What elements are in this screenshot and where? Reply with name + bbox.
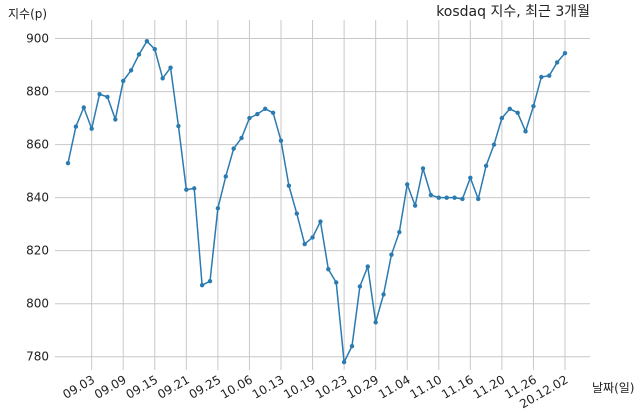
y-tick-label: 880 [26,85,49,99]
point [318,219,323,224]
x-tick-label: 10.29 [344,372,381,401]
point [231,146,236,151]
point [97,92,102,97]
point [365,264,370,269]
point [270,110,276,116]
point [476,196,481,202]
point [121,78,126,84]
point [294,211,299,216]
point [184,187,189,192]
point [499,115,505,121]
x-tick-label: 09.09 [92,372,129,401]
point [223,174,228,179]
point [89,126,94,131]
x-tick-label: 09.15 [124,372,161,401]
point [215,206,221,211]
y-tick-label: 800 [26,297,49,311]
x-tick-label: 09.21 [155,372,192,401]
y-tick-label: 900 [26,32,49,46]
x-tick-label: 09.25 [187,372,224,401]
point [263,106,268,112]
point [405,182,410,187]
point [483,163,489,169]
y-tick-label: 780 [26,350,49,364]
x-tick-label: 10.23 [313,372,350,401]
point [239,135,244,141]
point [199,282,205,288]
point [136,52,142,57]
y-tick-label: 820 [26,244,49,258]
point [444,195,449,200]
point [302,241,307,247]
point [357,284,363,289]
x-tick-label: 11.16 [439,372,476,401]
x-tick-label: 10.13 [250,372,287,401]
point [436,195,441,200]
point [420,166,426,171]
x-tick-label: 10.06 [218,372,255,401]
point [255,111,260,117]
y-tick-label: 860 [26,138,49,152]
y-tick-label: 840 [26,191,49,205]
point [460,196,465,202]
point [278,138,284,143]
point [523,129,528,134]
point [105,94,110,100]
x-axis-label: 날짜(일) [592,381,634,395]
point [341,359,347,365]
x-tick-label: 11.20 [471,372,508,401]
point [160,76,165,81]
point [397,229,402,235]
point [554,60,560,65]
point [144,39,150,44]
point [531,103,536,109]
point [168,65,173,70]
x-tick-label: 11.10 [408,372,445,401]
point [428,192,434,198]
point [152,46,157,52]
point [113,117,118,122]
point [539,74,544,80]
y-axis-label: 지수(p) [8,7,47,21]
point [247,115,252,121]
x-tick-label: 11.04 [376,372,413,401]
point [176,123,181,129]
x-tick-label: 10.19 [281,372,318,401]
point [326,267,331,272]
point [81,105,86,110]
line [67,39,566,365]
point [73,124,79,129]
point [192,186,197,191]
x-tick-label: 09.03 [60,372,97,401]
point [412,203,418,208]
point [381,292,386,297]
point [452,195,457,200]
point [286,183,292,188]
point [373,320,378,325]
point [349,343,355,349]
point [207,278,213,284]
chart-title: kosdaq 지수, 최근 3개월 [436,4,590,20]
point [562,50,568,56]
point [507,106,512,112]
point [468,175,473,180]
point [491,142,497,147]
point [310,235,315,240]
point [65,160,71,166]
point [547,73,552,78]
point [128,68,134,73]
point [389,252,394,257]
point [334,280,339,285]
point [515,110,520,116]
